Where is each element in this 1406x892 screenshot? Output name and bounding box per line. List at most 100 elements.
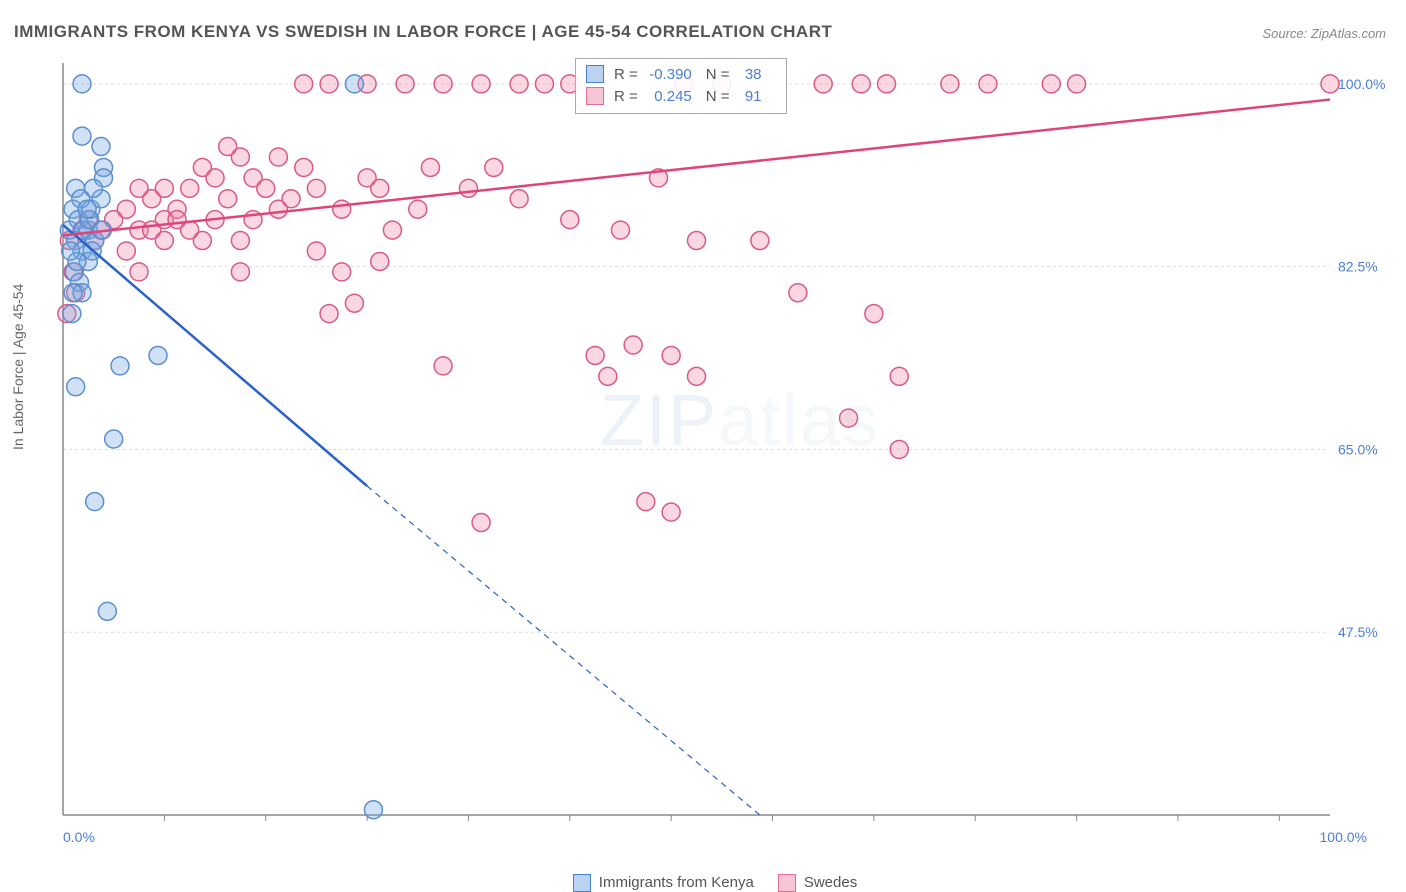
swedes-point [624,336,642,354]
kenya-point [98,602,116,620]
r-label: R = [614,88,638,105]
kenya-point [111,357,129,375]
kenya-point [64,284,82,302]
kenya-point [86,493,104,511]
swedes-point [295,158,313,176]
swedes-point [307,179,325,197]
swedes-point [485,158,503,176]
swedes-point [611,221,629,239]
swedes-point [865,305,883,323]
swedes-point [193,232,211,250]
kenya-point [62,242,80,260]
kenya-point [92,138,110,156]
swedes-point [117,200,135,218]
y-grid-label: 82.5% [1338,259,1378,275]
legend-swatch-icon [586,65,604,83]
swedes-point [371,179,389,197]
swedes-point [459,179,477,197]
swedes-point [409,200,427,218]
legend-swatch-icon [586,87,604,105]
kenya-point [67,378,85,396]
swedes-point [421,158,439,176]
kenya-point [73,127,91,145]
swedes-point [599,367,617,385]
swedes-point [231,232,249,250]
swedes-point [840,409,858,427]
swedes-point [878,75,896,93]
swedes-point [117,242,135,260]
y-grid-label: 100.0% [1338,76,1385,92]
r-value: 0.245 [644,88,692,105]
swedes-point [941,75,959,93]
kenya-point [78,200,96,218]
stat-row: R = -0.390 N = 38 [586,63,776,85]
kenya-point [63,305,81,323]
chart-title: IMMIGRANTS FROM KENYA VS SWEDISH IN LABO… [14,22,832,42]
kenya-point [364,801,382,819]
swedes-point [789,284,807,302]
swedes-point [814,75,832,93]
swedes-point [1042,75,1060,93]
chart-svg: 47.5%65.0%82.5%100.0% [55,55,1385,845]
swedes-point [434,357,452,375]
swedes-point [890,440,908,458]
swedes-point [155,179,173,197]
kenya-point [105,430,123,448]
swedes-point [282,190,300,208]
n-label: N = [706,66,730,83]
swedes-point [345,294,363,312]
correlation-stats-box: R = -0.390 N = 38 R = 0.245 N = 91 [575,58,787,114]
chart-plot-area: 47.5%65.0%82.5%100.0% R =-0.390N =38R =0… [55,55,1385,845]
swedes-point [535,75,553,93]
stat-row: R = 0.245 N = 91 [586,85,776,107]
bottom-legend: Immigrants from KenyaSwedes [0,874,1406,892]
legend-label: Immigrants from Kenya [599,874,754,891]
swedes-point [333,263,351,281]
swedes-point [130,179,148,197]
n-value: 38 [736,66,762,83]
swedes-point [219,190,237,208]
legend-swatch-icon [778,874,796,892]
swedes-point [561,211,579,229]
x-axis-max-label: 100.0% [1320,829,1367,845]
r-value: -0.390 [644,66,692,83]
swedes-point [510,75,528,93]
swedes-point [890,367,908,385]
y-axis-label: In Labor Force | Age 45-54 [10,284,26,450]
swedes-point [1321,75,1339,93]
swedes-point [130,263,148,281]
n-value: 91 [736,88,762,105]
swedes-point [434,75,452,93]
swedes-point [979,75,997,93]
swedes-point [662,346,680,364]
swedes-point [181,179,199,197]
kenya-trend-extrapolated [367,486,760,815]
swedes-point [472,514,490,532]
swedes-point [662,503,680,521]
swedes-point [510,190,528,208]
x-axis-min-label: 0.0% [63,829,95,845]
swedes-point [586,346,604,364]
swedes-point [751,232,769,250]
swedes-point [472,75,490,93]
swedes-point [333,200,351,218]
y-grid-label: 47.5% [1338,624,1378,640]
swedes-point [257,179,275,197]
swedes-point [371,252,389,270]
swedes-point [320,75,338,93]
kenya-point [73,75,91,93]
r-label: R = [614,66,638,83]
kenya-point [149,346,167,364]
swedes-point [1068,75,1086,93]
n-label: N = [706,88,730,105]
swedes-point [852,75,870,93]
swedes-point [637,493,655,511]
swedes-point [320,305,338,323]
source-credit: Source: ZipAtlas.com [1262,26,1386,41]
kenya-point [345,75,363,93]
swedes-point [688,232,706,250]
swedes-point [219,138,237,156]
swedes-point [269,148,287,166]
swedes-point [383,221,401,239]
swedes-point [206,169,224,187]
